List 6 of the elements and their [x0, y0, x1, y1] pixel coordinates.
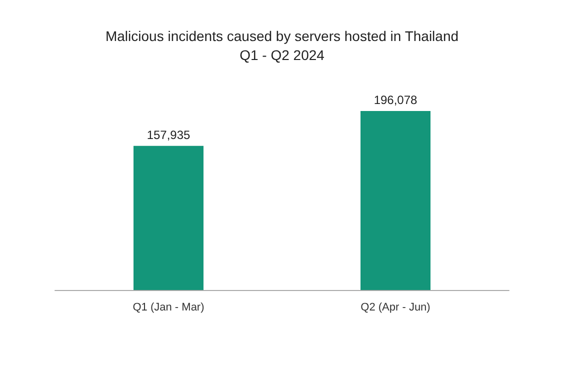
x-tick-label: Q1 (Jan - Mar)	[132, 302, 204, 314]
x-tick-label: Q2 (Apr - Jun)	[360, 302, 430, 314]
chart-title: Malicious incidents caused by servers hosted in Thailand	[105, 28, 459, 44]
data-label: 157,935	[146, 128, 191, 142]
chart-subtitle: Q1 - Q2 2024	[240, 47, 325, 63]
data-label: 196,078	[374, 93, 418, 107]
